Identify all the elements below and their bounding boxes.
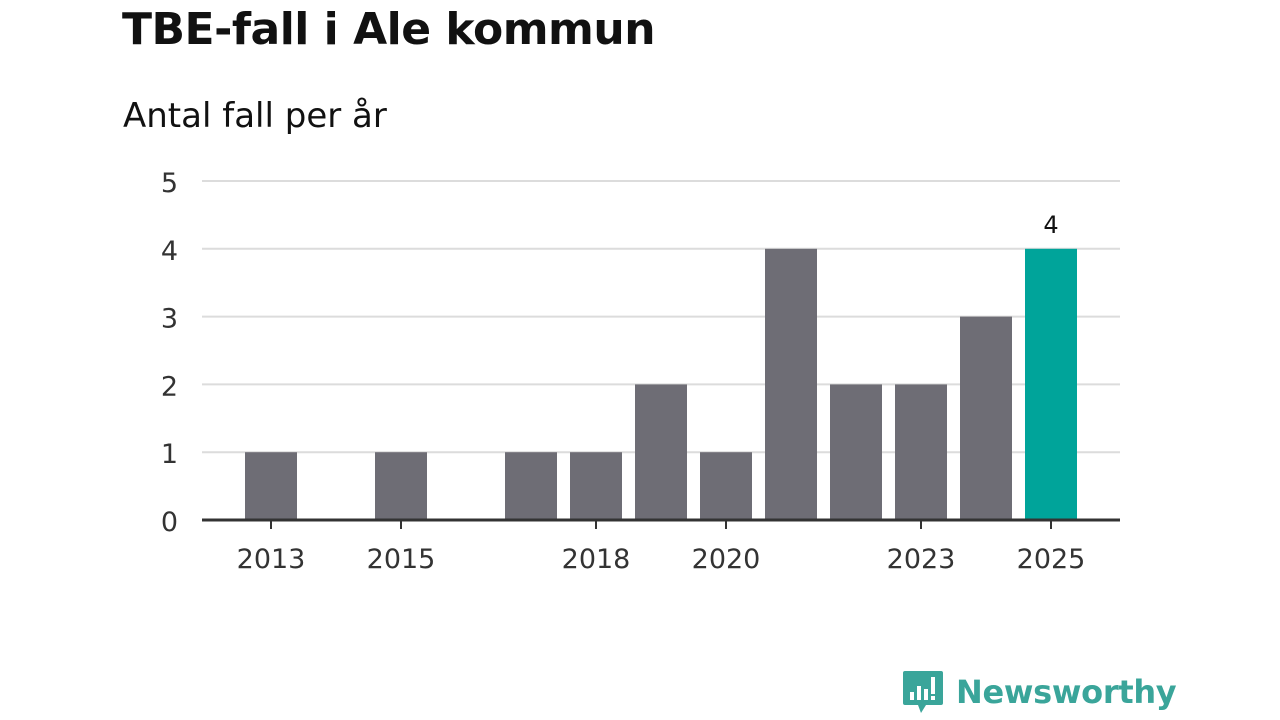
x-axis-ticks: 2013 2015 2018 2020 2023 2025 (237, 520, 1086, 575)
y-tick-label: 5 (161, 168, 178, 199)
x-tick-label: 2015 (367, 544, 436, 575)
bar-2018 (570, 452, 622, 520)
x-tick-label: 2018 (562, 544, 631, 575)
bar-2013 (245, 452, 297, 520)
bar-2021 (765, 248, 817, 521)
y-tick-label: 0 (161, 507, 178, 538)
y-tick-label: 4 (161, 236, 178, 267)
x-tick-label: 2020 (692, 544, 761, 575)
data-label-2025: 4 (1043, 211, 1058, 239)
bars (245, 248, 1077, 521)
y-tick-label: 2 (161, 371, 178, 402)
bar-2017 (505, 452, 557, 520)
x-tick-label: 2023 (887, 544, 956, 575)
data-labels: 4 (1043, 211, 1058, 239)
bar-2015 (375, 452, 427, 520)
x-tick-label: 2013 (237, 544, 306, 575)
brand-footer: Newsworthy (902, 670, 1177, 714)
bar-2024 (960, 316, 1012, 520)
y-tick-label: 3 (161, 304, 178, 335)
bar-2025 (1025, 248, 1077, 521)
bar-2022 (830, 384, 882, 520)
x-tick-label: 2025 (1017, 544, 1086, 575)
bar-2019 (635, 384, 687, 520)
y-tick-label: 1 (161, 439, 178, 470)
bar-2020 (700, 452, 752, 520)
bar-2023 (895, 384, 947, 520)
chart-title: TBE-fall i Ale kommun (122, 4, 656, 55)
chart-subtitle: Antal fall per år (123, 96, 387, 136)
y-axis-ticks: 0 1 2 3 4 5 (161, 168, 178, 538)
brand-name: Newsworthy (956, 673, 1177, 711)
newsworthy-logo-icon (903, 671, 943, 713)
